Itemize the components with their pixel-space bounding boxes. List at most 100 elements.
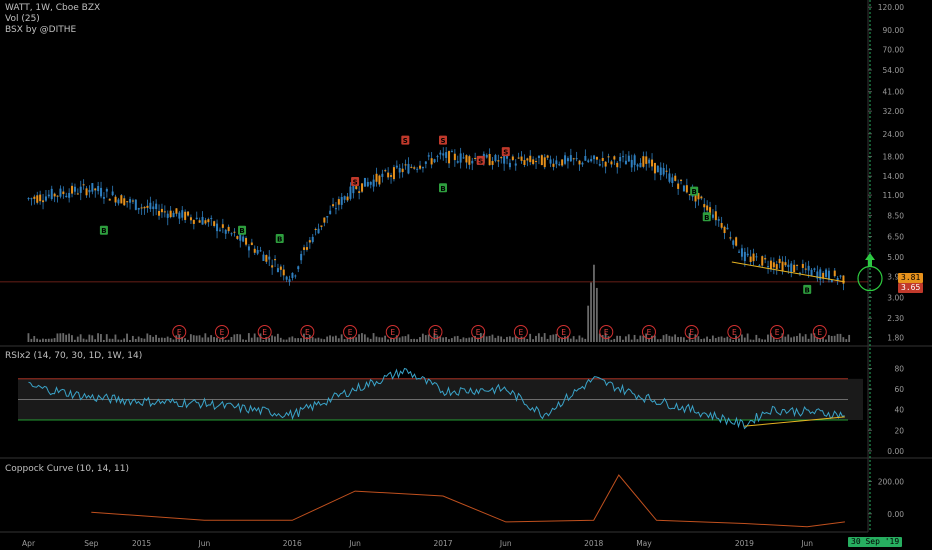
volume-bar [30,338,33,342]
candle-body [593,155,596,160]
volume-bar [378,337,381,342]
candle-body [134,199,137,210]
volume-bar [520,336,523,342]
candle-body [56,195,59,197]
candle-body [337,199,340,205]
candle-body [305,247,308,250]
candle-body [111,191,114,196]
candle-body [105,189,108,192]
candle-body [230,233,233,235]
candle-body [601,157,604,162]
candle-body [300,253,303,261]
volume-bar [239,334,242,342]
candle-body [430,158,433,165]
candle-body [810,269,813,276]
candle-body [131,200,134,202]
candle-body [369,181,372,185]
candle-body [201,216,204,225]
sell-signal [351,177,360,187]
volume-bar [305,337,308,342]
volume-bar [624,336,627,342]
volume-bar [680,336,682,342]
candle-body [500,156,503,159]
volume-bar [700,338,703,342]
volume-bar [848,334,851,342]
volume-bar [36,338,39,342]
candle-body [262,254,265,261]
price-tick-label: 70.00 [883,46,905,55]
volume-bar [682,337,685,342]
candle-body [314,228,317,231]
price-tick-label: 6.50 [887,233,904,242]
candle-body [520,156,523,161]
volume-bar [619,335,621,342]
candle-body [361,183,364,192]
time-axis-label: Jun [348,539,361,548]
candle-body [575,158,578,160]
price-tick-label: 1.80 [887,334,904,343]
candle-body [566,158,569,162]
candle-body [120,195,123,204]
candle-body [36,195,39,203]
volume-bar [450,338,453,342]
candle-body [651,159,654,167]
candle-body [758,265,761,267]
price-tick-label: 2.30 [887,314,904,323]
volume-bar [149,335,152,342]
buy-signal [275,233,284,243]
coppock-tick-label: 200.00 [878,477,904,486]
volume-bar [340,334,343,342]
volume-bar [137,336,140,342]
volume-bar [535,335,537,342]
volume-bar [810,333,813,342]
price-tick-label: 32.00 [883,107,905,116]
candle-body [671,177,674,183]
candle-body [790,263,793,273]
volume-bar [192,335,195,342]
candle-body [424,161,427,164]
candle-body [221,224,224,228]
candle-body [723,226,726,234]
earnings-marker-label: E [732,328,737,337]
sell-signal-label: S [440,137,445,145]
candle-body [506,155,509,159]
candle-body [436,156,439,158]
candle-body [735,237,738,246]
volume-bar [288,337,291,342]
volume-bar [648,338,650,342]
candle-body [517,157,520,159]
candle-body [816,271,819,279]
volume-bar [59,333,62,342]
candle-body [155,203,158,210]
volume-bar [636,339,639,342]
volume-bar [282,339,285,342]
sell-signal [476,155,485,165]
volume-bar [540,336,543,342]
volume-bar [134,338,137,342]
volume-bar [363,334,366,342]
candle-body [169,210,172,218]
support-trendline [731,261,845,283]
candle-body [578,160,581,165]
volume-bar [587,305,590,342]
candle-body [276,268,279,272]
candle-body [47,194,50,197]
rsi-title: RSIx2 (14, 70, 30, 1D, 1W, 14) [5,351,143,361]
candle-body [279,266,282,270]
rsi-tick-label: 20 [894,426,904,435]
candle-body [726,227,729,230]
candle-body [366,181,369,187]
earnings-marker-label: E [518,328,523,337]
volume-bar [387,339,389,342]
volume-bar [526,338,529,342]
candle-body [561,159,564,166]
candle-body [288,279,291,282]
volume-bar [114,334,117,342]
volume-bar [601,335,604,342]
volume-bar [195,335,198,342]
price-tick-label: 8.50 [887,211,904,220]
volume-bar [665,334,668,342]
candle-body [648,159,651,164]
coppock-tick-label: 0.00 [887,510,904,519]
